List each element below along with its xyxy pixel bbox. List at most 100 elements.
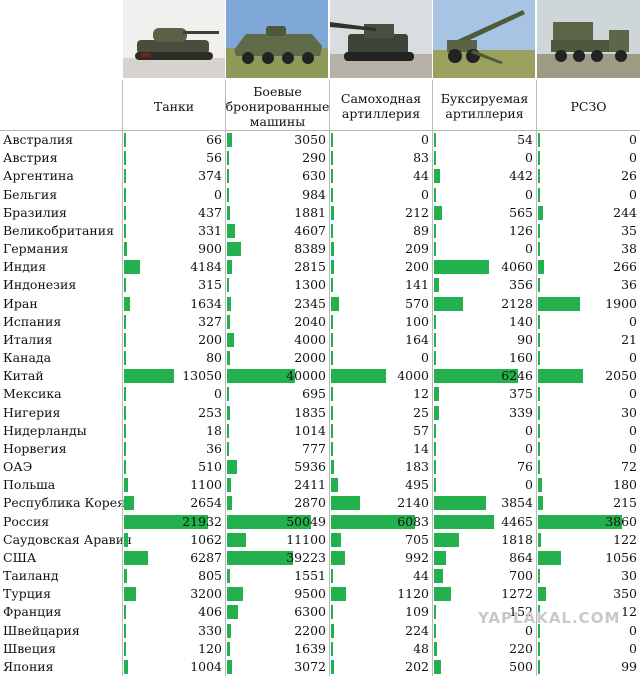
value-label: 89 <box>413 222 429 238</box>
data-bar-tanks <box>124 314 126 329</box>
data-bar-tanks <box>124 133 126 147</box>
value-label: 1272 <box>501 586 533 602</box>
data-bar-mlrs <box>538 205 544 220</box>
data-bar-towed-artillery <box>434 351 437 366</box>
value-label: 6083 <box>397 513 429 529</box>
data-bar-self-propelled-artillery <box>331 532 341 547</box>
country-name: Республика Корея <box>3 495 126 511</box>
cell-armored-vehicles: 3072 <box>226 658 329 676</box>
value-label: 406 <box>198 604 222 620</box>
data-bar-tanks <box>124 496 135 511</box>
data-bar-self-propelled-artillery <box>331 351 333 366</box>
table-row: Польша 1100 2411 495 0 180 <box>0 476 640 494</box>
cell-mlrs: 12 <box>537 603 640 621</box>
cell-armored-vehicles: 40000 <box>226 367 329 385</box>
cell-armored-vehicles: 6300 <box>226 603 329 621</box>
cell-tanks: 3200 <box>123 585 225 603</box>
cell-mlrs: 0 <box>537 622 640 640</box>
value-label: 0 <box>525 422 533 438</box>
cell-armored-vehicles: 695 <box>226 385 329 403</box>
cell-tanks: 36 <box>123 440 225 458</box>
value-label: 35 <box>621 222 637 238</box>
value-label: 3854 <box>501 495 533 511</box>
data-bar-self-propelled-artillery <box>331 587 347 602</box>
value-label: 1634 <box>190 295 222 311</box>
cell-self-propelled-artillery: 89 <box>330 222 432 240</box>
country-name: Великобритания <box>3 222 114 238</box>
data-bar-self-propelled-artillery <box>331 260 334 275</box>
data-bar-armored-vehicles <box>227 641 230 656</box>
data-bar-armored-vehicles <box>227 169 229 184</box>
cell-self-propelled-artillery: 83 <box>330 149 432 167</box>
data-bar-tanks <box>124 605 126 620</box>
data-bar-armored-vehicles <box>227 532 246 547</box>
cell-mlrs: 2050 <box>537 367 640 385</box>
value-label: 99 <box>621 658 637 674</box>
column-header-self-propelled-artillery: Самоходная артиллерия <box>340 91 422 121</box>
column-divider <box>122 80 123 676</box>
cell-towed-artillery: 375 <box>433 385 536 403</box>
value-label: 9500 <box>294 586 326 602</box>
cell-self-propelled-artillery: 2140 <box>330 494 432 512</box>
value-label: 13050 <box>182 368 222 384</box>
value-label: 0 <box>629 186 637 202</box>
cell-towed-artillery: 0 <box>433 149 536 167</box>
cell-towed-artillery: 0 <box>433 476 536 494</box>
country-name: США <box>3 549 37 565</box>
data-bar-tanks <box>124 441 126 456</box>
value-label: 0 <box>214 386 222 402</box>
cell-self-propelled-artillery: 57 <box>330 422 432 440</box>
value-label: 66 <box>206 132 222 147</box>
value-label: 900 <box>198 241 222 257</box>
cell-self-propelled-artillery: 200 <box>330 258 432 276</box>
value-label: 331 <box>198 222 222 238</box>
value-label: 2050 <box>605 368 637 384</box>
table-row: Япония 1004 3072 202 500 99 <box>0 658 640 676</box>
data-bar-mlrs <box>538 151 540 166</box>
value-label: 630 <box>302 168 326 184</box>
cell-mlrs: 266 <box>537 258 640 276</box>
country-name: Саудовская Аравия <box>3 531 132 547</box>
data-bar-towed-artillery <box>434 205 442 220</box>
cell-tanks: 327 <box>123 313 225 331</box>
data-bar-self-propelled-artillery <box>331 314 333 329</box>
column-divider <box>329 80 330 676</box>
data-bar-armored-vehicles <box>227 187 229 202</box>
value-label: 57 <box>413 422 429 438</box>
country-name: Италия <box>3 331 53 347</box>
table-row: Норвегия 36 777 14 0 0 <box>0 440 640 458</box>
data-bar-towed-artillery <box>434 187 436 202</box>
country-name: Индия <box>3 259 47 275</box>
cell-tanks: 1100 <box>123 476 225 494</box>
value-label: 83 <box>413 150 429 166</box>
cell-mlrs: 122 <box>537 531 640 549</box>
header-divider <box>0 130 640 131</box>
data-bar-self-propelled-artillery <box>331 387 333 402</box>
country-name: Иран <box>3 295 38 311</box>
cell-self-propelled-artillery: 224 <box>330 622 432 640</box>
table-row: Швейцария 330 2200 224 0 0 <box>0 622 640 640</box>
value-label: 152 <box>509 604 533 620</box>
value-label: 2200 <box>294 622 326 638</box>
data-bar-tanks <box>124 550 148 565</box>
value-label: 570 <box>405 295 429 311</box>
cell-tanks: 21932 <box>123 513 225 531</box>
value-label: 495 <box>405 477 429 493</box>
cell-mlrs: 38 <box>537 240 640 258</box>
cell-mlrs: 0 <box>537 640 640 658</box>
data-bar-mlrs <box>538 605 540 620</box>
value-label: 0 <box>629 132 637 147</box>
data-bar-tanks <box>124 514 208 529</box>
data-bar-towed-artillery <box>434 496 487 511</box>
cell-towed-artillery: 1272 <box>433 585 536 603</box>
country-name: Нидерланды <box>3 422 87 438</box>
watermark: YAPLAKAL.COM <box>478 609 621 627</box>
value-label: 25 <box>413 404 429 420</box>
data-bar-tanks <box>124 587 137 602</box>
cell-armored-vehicles: 2000 <box>226 349 329 367</box>
cell-armored-vehicles: 2345 <box>226 295 329 313</box>
country-name: Испания <box>3 313 62 329</box>
cell-self-propelled-artillery: 0 <box>330 131 432 149</box>
data-bar-tanks <box>124 641 126 656</box>
